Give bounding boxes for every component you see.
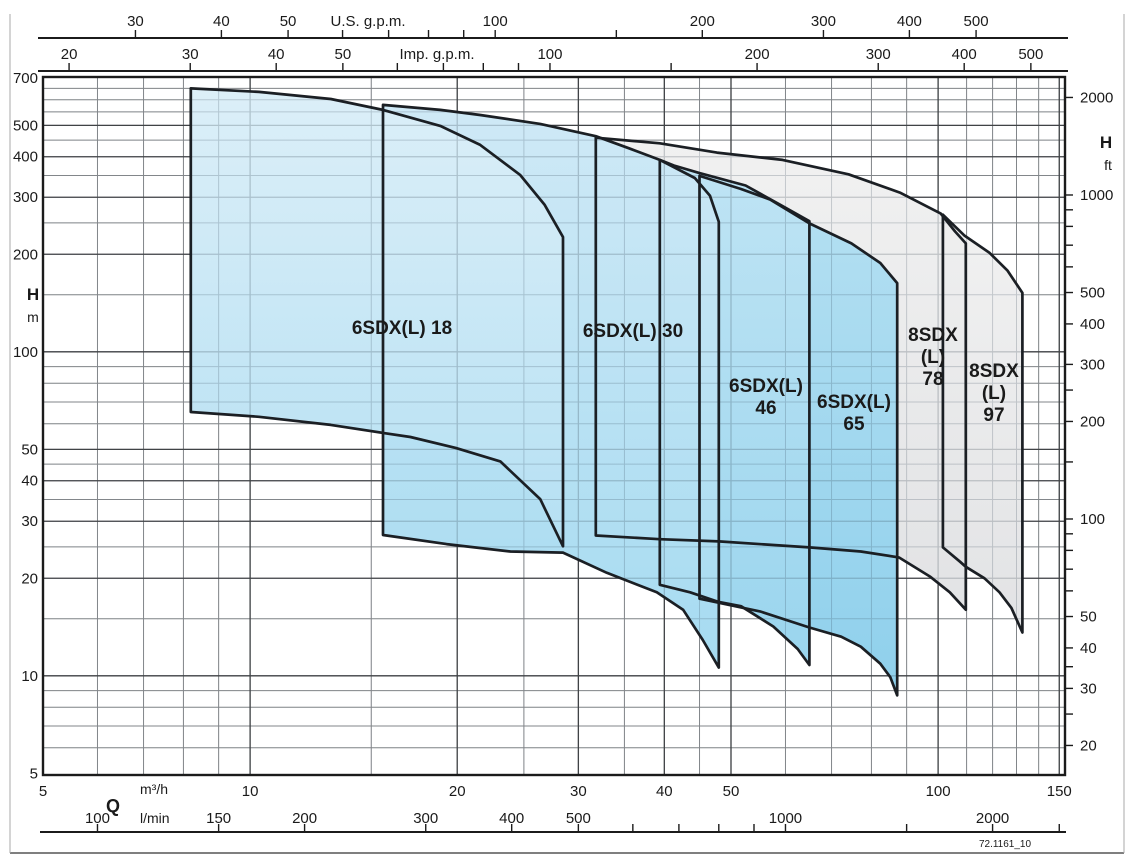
right-axis-tick-label: 30: [1080, 680, 1097, 697]
imp-gpm-axis-tick-label: 500: [1018, 46, 1043, 63]
bottom-m3h-unit: m³/h: [140, 781, 168, 797]
left-axis-tick-label: 50: [21, 441, 38, 458]
right-axis-tick-label: 2000: [1080, 89, 1113, 106]
imp-gpm-axis-tick-label: 100: [537, 46, 562, 63]
us-gpm-axis-tick-label: 50: [280, 13, 297, 30]
envelope-label-8sdx-l-97: 8SDX (L) 97: [969, 361, 1019, 426]
envelope-outline-6sdx-l-46: [658, 158, 811, 667]
us-gpm-axis-tick-label: 200: [690, 13, 715, 30]
bottom-m3h-tick-label: 30: [570, 783, 587, 800]
plot-border: [41, 75, 1067, 777]
us-gpm-axis: 30 40 50 100 200 300 400 500 U.S. g.p.m.: [38, 13, 1068, 39]
bottom-m3h-tick-label: 50: [723, 783, 740, 800]
imp-gpm-axis-tick-label: 400: [952, 46, 977, 63]
bottom-m3h-tick-label: 10: [242, 783, 259, 800]
envelope-label-6sdx-l-30: 6SDX(L) 30: [583, 321, 683, 342]
imp-gpm-axis-tick-label: 40: [268, 46, 285, 63]
left-axis-tick-label: 20: [21, 570, 38, 587]
us-gpm-axis-tick-label: 100: [483, 13, 508, 30]
bottom-m3h-tick-label: 150: [1047, 783, 1072, 800]
imp-gpm-axis-title: Imp. g.p.m.: [399, 46, 474, 63]
envelope-label-6sdx-l-18: 6SDX(L) 18: [352, 318, 452, 339]
envelope-outline-8sdx-l-97: [941, 213, 1024, 634]
envelope-fill-6sdx-l-18: [190, 88, 564, 547]
bottom-lmin-tick-label: 200: [292, 810, 317, 827]
right-axis-tick-label: 200: [1080, 413, 1105, 430]
imp-gpm-axis-tick-label: 300: [866, 46, 891, 63]
left-axis-tick-label: 100: [13, 344, 38, 361]
left-axis-h-m: 700 500 400 300 200 100 50 40 30 20 10 5 Hm: [13, 70, 39, 782]
bottom-m3h-tick-label: 5: [39, 783, 47, 800]
right-axis-h-ft: 2000 1000 500 400 300 200 100 50 40 30 20 Hft: [1065, 89, 1113, 754]
envelope-outline-6sdx-l-30: [381, 103, 721, 669]
right-axis-title: H: [1100, 133, 1112, 152]
bottom-axis-m3h: 5 10 20 30 40 50 100 150 Qm³/h: [39, 781, 1072, 816]
right-axis-tick-label: 20: [1080, 737, 1097, 754]
right-axis-tick-label: 40: [1080, 640, 1097, 657]
flow-axis-title: Q: [106, 796, 120, 816]
bottom-lmin-tick-label: 150: [206, 810, 231, 827]
drawing-code: 72.1161_10: [979, 839, 1032, 850]
us-gpm-axis-tick-label: 500: [964, 13, 989, 30]
right-axis-tick-label: 300: [1080, 356, 1105, 373]
left-axis-tick-label: 400: [13, 149, 38, 166]
envelope-regions: [190, 88, 1023, 696]
right-axis-tick-label: 100: [1080, 511, 1105, 528]
right-axis-tick-label: 50: [1080, 609, 1097, 626]
us-gpm-axis-title: U.S. g.p.m.: [330, 13, 405, 30]
bottom-m3h-tick-label: 40: [656, 783, 673, 800]
left-axis-tick-label: 200: [13, 246, 38, 263]
envelope-label-6sdx-l-65: 6SDX(L) 65: [817, 392, 891, 435]
bottom-lmin-tick-label: 2000: [976, 810, 1009, 827]
bottom-lmin-tick-label: 400: [499, 810, 524, 827]
bottom-lmin-tick-label: 100: [85, 810, 110, 827]
imp-gpm-axis-tick-label: 30: [182, 46, 199, 63]
right-axis-unit: ft: [1104, 157, 1112, 173]
bottom-lmin-tick-label: 500: [566, 810, 591, 827]
us-gpm-axis-tick-label: 300: [811, 13, 836, 30]
imp-gpm-axis-tick-label: 50: [335, 46, 352, 63]
left-axis-tick-label: 5: [30, 765, 38, 782]
left-axis-unit: m: [27, 309, 39, 325]
left-axis-tick-label: 700: [13, 70, 38, 87]
envelope-outline-6sdx-l-18: [189, 87, 565, 548]
bottom-lmin-tick-label: 1000: [769, 810, 802, 827]
us-gpm-axis-tick-label: 400: [897, 13, 922, 30]
right-axis-tick-label: 500: [1080, 285, 1105, 302]
left-axis-tick-label: 30: [21, 513, 38, 530]
right-axis-tick-label: 1000: [1080, 187, 1113, 204]
bottom-axis-lmin: 100 150 200 300 400 500 1000 2000 l/min: [40, 810, 1066, 833]
us-gpm-axis-tick-label: 30: [127, 13, 144, 30]
bottom-m3h-tick-label: 100: [926, 783, 951, 800]
imp-gpm-axis-tick-label: 20: [61, 46, 78, 63]
envelope-label-6sdx-l-46: 6SDX(L) 46: [729, 376, 803, 419]
bottom-m3h-tick-label: 20: [449, 783, 466, 800]
us-gpm-axis-tick-label: 40: [213, 13, 230, 30]
envelope-label-8sdx-l-78: 8SDX (L) 78: [908, 325, 958, 390]
left-axis-title: H: [27, 285, 39, 304]
bottom-lmin-tick-label: 300: [413, 810, 438, 827]
imp-gpm-axis: 20 30 40 50 100 200 300 400 500 Imp. g.p.m.: [38, 46, 1068, 72]
left-axis-tick-label: 300: [13, 189, 38, 206]
bottom-lmin-unit: l/min: [140, 810, 170, 826]
imp-gpm-axis-tick-label: 200: [745, 46, 770, 63]
left-axis-tick-label: 500: [13, 117, 38, 134]
left-axis-tick-label: 40: [21, 473, 38, 490]
left-axis-tick-label: 10: [21, 668, 38, 685]
right-axis-tick-label: 400: [1080, 316, 1105, 333]
